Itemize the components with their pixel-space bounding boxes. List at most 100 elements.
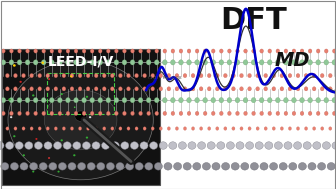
Ellipse shape xyxy=(267,98,272,103)
Ellipse shape xyxy=(187,98,192,103)
Ellipse shape xyxy=(207,74,211,78)
Ellipse shape xyxy=(244,111,247,115)
Ellipse shape xyxy=(203,111,207,115)
Ellipse shape xyxy=(50,49,54,53)
Ellipse shape xyxy=(30,127,33,130)
Ellipse shape xyxy=(82,60,86,65)
Ellipse shape xyxy=(169,142,177,149)
Ellipse shape xyxy=(146,60,151,65)
Ellipse shape xyxy=(179,98,183,103)
Ellipse shape xyxy=(183,74,187,78)
Ellipse shape xyxy=(87,127,90,130)
Ellipse shape xyxy=(151,74,155,78)
Ellipse shape xyxy=(243,60,248,65)
Ellipse shape xyxy=(202,163,210,170)
Ellipse shape xyxy=(122,60,127,65)
Ellipse shape xyxy=(316,98,321,103)
Ellipse shape xyxy=(74,60,78,65)
Ellipse shape xyxy=(107,111,110,115)
Ellipse shape xyxy=(155,111,159,115)
Ellipse shape xyxy=(68,163,76,170)
Ellipse shape xyxy=(211,60,216,65)
Ellipse shape xyxy=(48,157,50,159)
Ellipse shape xyxy=(49,98,54,103)
Ellipse shape xyxy=(38,127,41,130)
Ellipse shape xyxy=(82,49,86,53)
Ellipse shape xyxy=(252,49,255,53)
Ellipse shape xyxy=(131,49,134,53)
Ellipse shape xyxy=(236,49,239,53)
Ellipse shape xyxy=(135,87,138,91)
Ellipse shape xyxy=(300,60,304,65)
Ellipse shape xyxy=(1,60,6,65)
Ellipse shape xyxy=(215,74,219,78)
Ellipse shape xyxy=(162,60,167,65)
Ellipse shape xyxy=(130,60,135,65)
Ellipse shape xyxy=(58,49,62,53)
Ellipse shape xyxy=(127,74,130,78)
Ellipse shape xyxy=(130,142,138,149)
Ellipse shape xyxy=(63,142,71,149)
Ellipse shape xyxy=(6,74,9,78)
Ellipse shape xyxy=(284,111,288,115)
Ellipse shape xyxy=(280,87,284,91)
Ellipse shape xyxy=(70,87,74,91)
Ellipse shape xyxy=(106,60,111,65)
Ellipse shape xyxy=(22,74,26,78)
Ellipse shape xyxy=(300,111,304,115)
Ellipse shape xyxy=(53,142,61,149)
Ellipse shape xyxy=(17,98,22,103)
Ellipse shape xyxy=(33,60,38,65)
Ellipse shape xyxy=(303,142,311,149)
Ellipse shape xyxy=(200,127,203,130)
Ellipse shape xyxy=(308,98,312,103)
Ellipse shape xyxy=(73,154,76,156)
Ellipse shape xyxy=(22,87,26,91)
Ellipse shape xyxy=(211,98,216,103)
Ellipse shape xyxy=(13,64,16,67)
Ellipse shape xyxy=(260,111,263,115)
Ellipse shape xyxy=(248,127,251,130)
Ellipse shape xyxy=(313,142,321,149)
Ellipse shape xyxy=(232,74,235,78)
Ellipse shape xyxy=(102,87,106,91)
Ellipse shape xyxy=(123,49,126,53)
Ellipse shape xyxy=(151,127,154,130)
Ellipse shape xyxy=(219,60,224,65)
Ellipse shape xyxy=(78,87,82,91)
Ellipse shape xyxy=(35,138,38,140)
Ellipse shape xyxy=(276,111,280,115)
Ellipse shape xyxy=(294,142,302,149)
Ellipse shape xyxy=(119,74,122,78)
Ellipse shape xyxy=(89,116,91,118)
Ellipse shape xyxy=(94,87,98,91)
Ellipse shape xyxy=(207,87,211,91)
Ellipse shape xyxy=(203,60,208,65)
Ellipse shape xyxy=(20,163,28,170)
Ellipse shape xyxy=(248,87,251,91)
Ellipse shape xyxy=(106,98,111,103)
Ellipse shape xyxy=(127,127,130,130)
Ellipse shape xyxy=(111,87,114,91)
Ellipse shape xyxy=(70,74,74,78)
Ellipse shape xyxy=(240,127,243,130)
Ellipse shape xyxy=(10,116,12,118)
Ellipse shape xyxy=(143,127,146,130)
Ellipse shape xyxy=(308,163,316,170)
Ellipse shape xyxy=(1,111,5,115)
Text: LEED-I/V: LEED-I/V xyxy=(47,55,114,69)
Ellipse shape xyxy=(308,49,312,53)
Ellipse shape xyxy=(123,111,126,115)
Ellipse shape xyxy=(316,60,321,65)
Ellipse shape xyxy=(212,163,220,170)
Ellipse shape xyxy=(8,60,153,180)
Ellipse shape xyxy=(163,49,167,53)
Ellipse shape xyxy=(48,78,50,80)
Ellipse shape xyxy=(30,163,38,170)
Ellipse shape xyxy=(174,163,182,170)
Ellipse shape xyxy=(256,74,259,78)
Ellipse shape xyxy=(54,87,58,91)
Ellipse shape xyxy=(41,62,44,64)
Ellipse shape xyxy=(44,142,52,149)
Ellipse shape xyxy=(284,49,288,53)
